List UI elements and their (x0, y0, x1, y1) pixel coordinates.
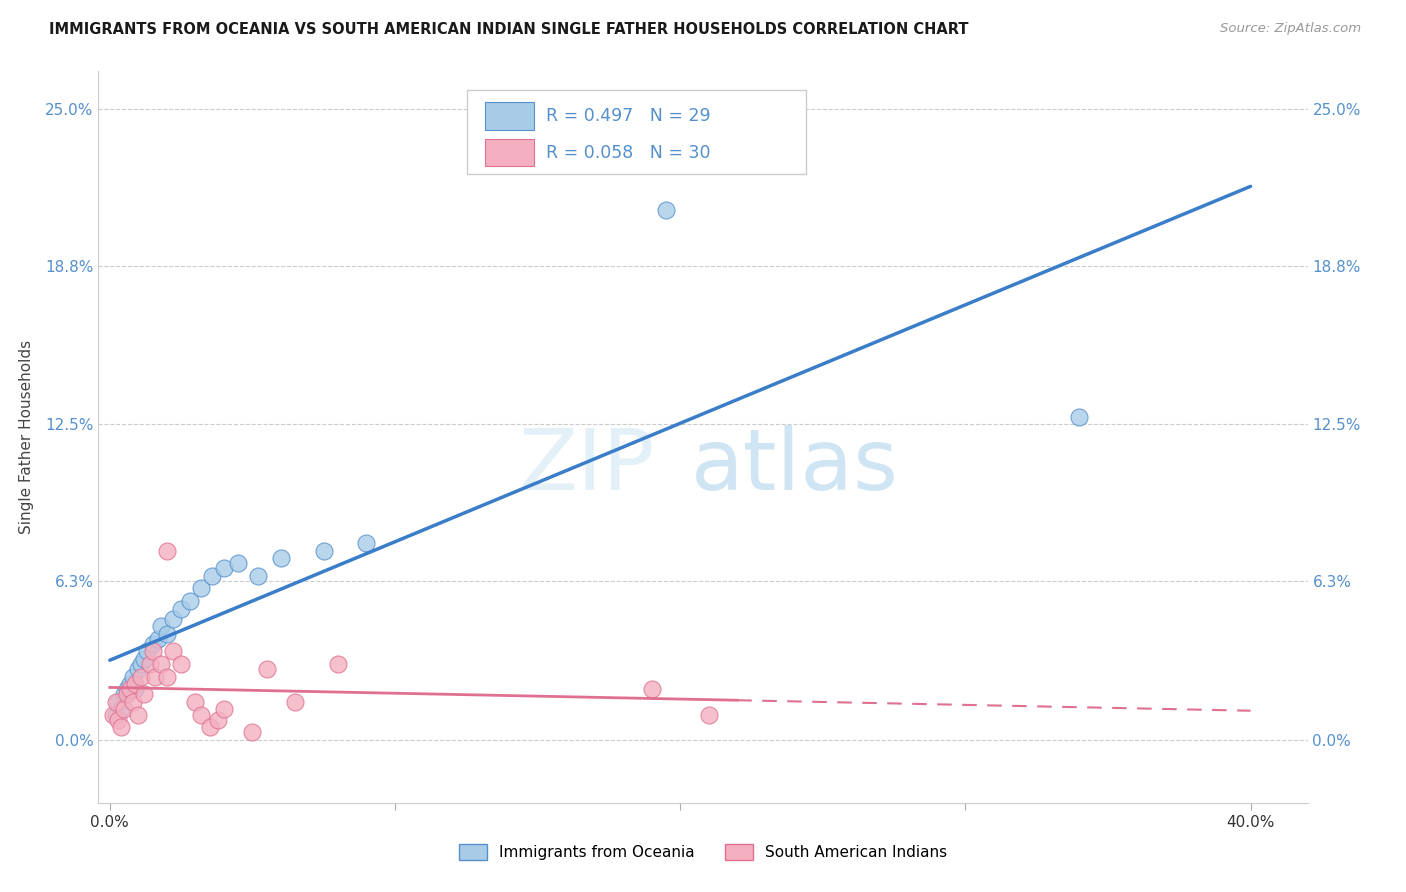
Point (121, 695, 143, 709)
Text: R = 0.497   N = 29: R = 0.497 N = 29 (546, 107, 710, 125)
Point (107, 713, 129, 727)
Point (201, 569, 224, 583)
Text: Source: ZipAtlas.com: Source: ZipAtlas.com (1220, 22, 1361, 36)
Bar (485, 102, 534, 130)
Point (112, 702, 135, 716)
Point (640, 682, 662, 697)
Point (156, 543, 179, 558)
Point (170, 657, 193, 671)
Point (129, 670, 152, 684)
Point (104, 707, 127, 722)
Point (142, 644, 165, 658)
Point (127, 707, 149, 722)
Point (118, 677, 141, 691)
Point (118, 682, 141, 697)
Text: atlas: atlas (690, 425, 898, 508)
Point (179, 594, 201, 608)
Point (145, 670, 167, 684)
Bar (485, 138, 534, 167)
Point (356, 536, 378, 550)
Point (156, 670, 179, 684)
Point (112, 687, 135, 701)
Point (124, 677, 146, 691)
Point (110, 702, 132, 716)
Point (326, 657, 349, 671)
Text: ZIP: ZIP (519, 425, 655, 508)
Point (256, 662, 278, 676)
Point (127, 662, 149, 676)
Point (148, 632, 170, 646)
Point (284, 695, 307, 709)
Point (156, 627, 179, 641)
FancyBboxPatch shape (467, 90, 806, 174)
Point (184, 695, 207, 709)
Point (107, 695, 129, 709)
Point (226, 556, 249, 570)
Point (270, 551, 292, 566)
Point (190, 582, 212, 596)
Point (142, 637, 165, 651)
Point (121, 670, 143, 684)
Point (135, 644, 157, 658)
Point (110, 720, 132, 734)
Point (150, 619, 173, 633)
Point (124, 682, 146, 697)
Point (104, 695, 127, 709)
Point (132, 687, 155, 701)
Point (150, 657, 173, 671)
Point (655, 203, 678, 218)
Point (162, 644, 184, 658)
Point (162, 612, 184, 626)
Point (1069, 409, 1091, 424)
Point (139, 657, 162, 671)
Point (115, 682, 138, 697)
Text: IMMIGRANTS FROM OCEANIA VS SOUTH AMERICAN INDIAN SINGLE FATHER HOUSEHOLDS CORREL: IMMIGRANTS FROM OCEANIA VS SOUTH AMERICA… (49, 22, 969, 37)
Point (212, 702, 235, 716)
Point (212, 561, 235, 575)
Y-axis label: Single Father Households: Single Father Households (20, 340, 34, 534)
Point (129, 657, 152, 671)
Point (242, 725, 264, 739)
Point (312, 543, 335, 558)
Point (132, 652, 155, 666)
Point (198, 720, 221, 734)
Point (247, 569, 270, 583)
Point (101, 707, 124, 722)
Legend: Immigrants from Oceania, South American Indians: Immigrants from Oceania, South American … (453, 838, 953, 866)
Point (170, 601, 193, 615)
Point (697, 707, 720, 722)
Point (190, 707, 212, 722)
Point (115, 687, 138, 701)
Text: R = 0.058   N = 30: R = 0.058 N = 30 (546, 144, 710, 161)
Point (207, 713, 229, 727)
